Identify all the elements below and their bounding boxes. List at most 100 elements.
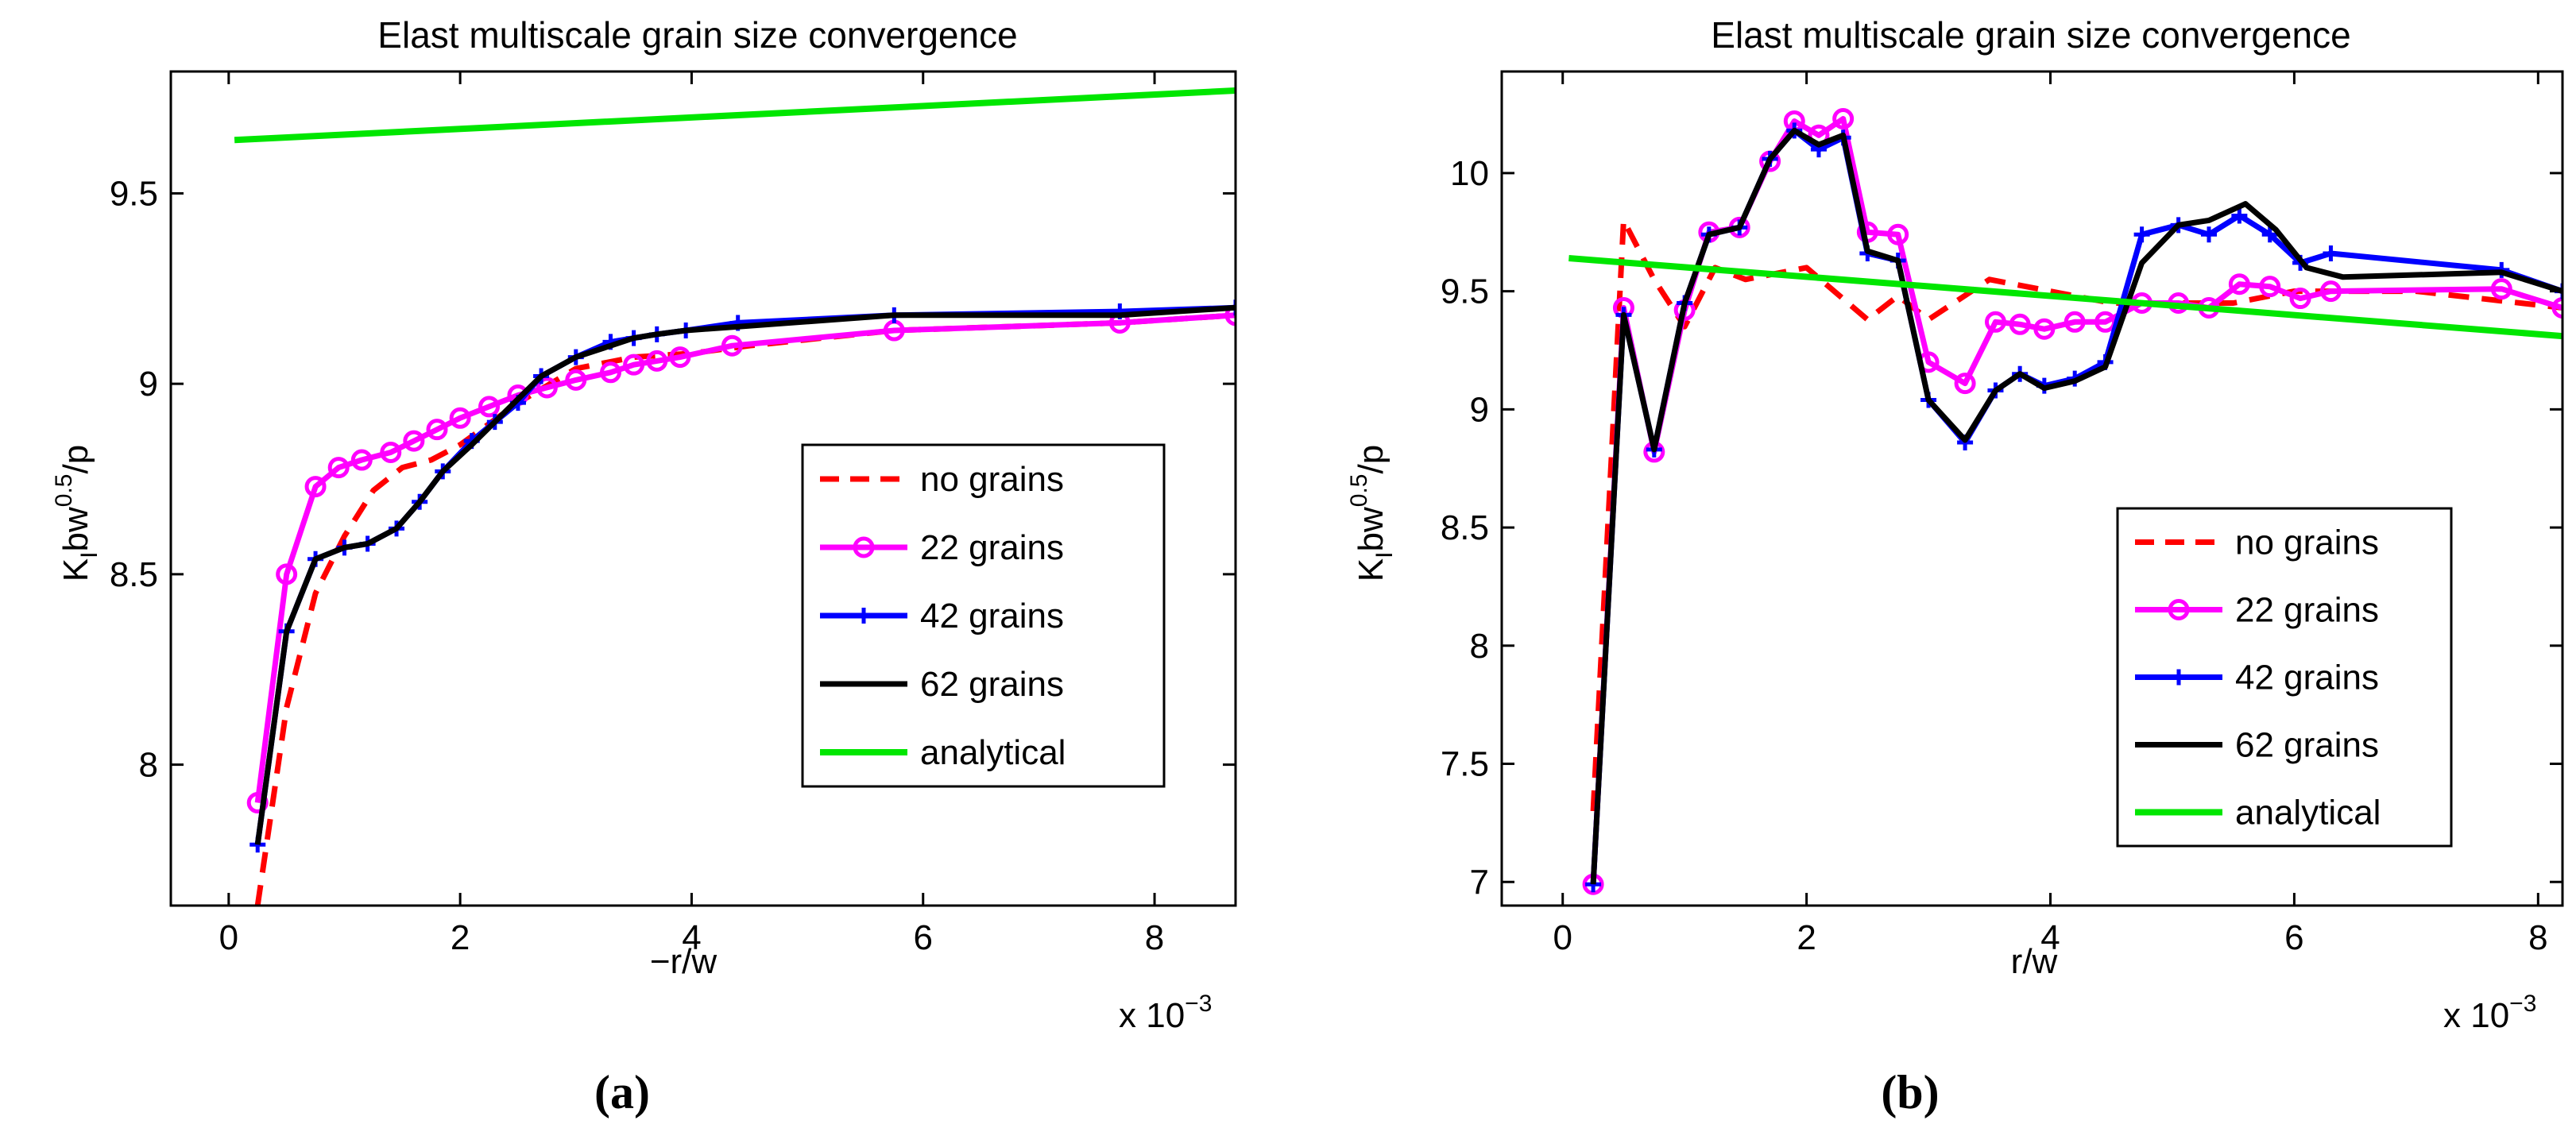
data-point bbox=[2009, 313, 2031, 335]
data-point bbox=[2201, 226, 2217, 243]
data-point bbox=[2171, 669, 2187, 686]
data-point bbox=[1224, 304, 1236, 326]
chart-panel-b: Elast multiscale grain size convergence … bbox=[1346, 14, 2564, 1118]
legend-label: analytical bbox=[920, 733, 1066, 772]
x-axis-multiplier-exponent: −3 bbox=[1185, 991, 1212, 1017]
data-point bbox=[853, 536, 875, 558]
y-tick-label: 9.5 bbox=[110, 174, 158, 213]
data-point bbox=[2490, 278, 2512, 300]
axes-frame bbox=[169, 70, 1237, 907]
panel-caption: (a) bbox=[594, 1066, 650, 1118]
series-line bbox=[254, 304, 1236, 845]
data-point bbox=[2323, 245, 2339, 262]
x-tick-label: 2 bbox=[451, 918, 470, 957]
x-axis-label: −r/w bbox=[650, 942, 717, 981]
data-point bbox=[304, 476, 327, 498]
x-tick-label: 2 bbox=[1797, 918, 1816, 957]
data-point bbox=[721, 334, 743, 357]
data-point bbox=[276, 563, 298, 585]
data-point bbox=[623, 353, 645, 376]
data-point bbox=[2064, 311, 2086, 333]
y-tick-label: 7.5 bbox=[1441, 745, 1489, 784]
data-point bbox=[536, 377, 558, 399]
data-point bbox=[2228, 273, 2250, 296]
data-point bbox=[478, 396, 501, 418]
x-axis-multiplier-base: x 10 bbox=[2443, 996, 2509, 1035]
legend-label: 42 grains bbox=[920, 597, 1064, 635]
data-point bbox=[2259, 276, 2281, 298]
series-layer bbox=[1568, 107, 2562, 895]
x-tick-label: 8 bbox=[1145, 918, 1164, 957]
chart-title: Elast multiscale grain size convergence bbox=[1711, 14, 2350, 56]
x-tick-label: 0 bbox=[1553, 918, 1572, 957]
legend-label: no grains bbox=[2235, 523, 2379, 562]
x-axis-multiplier: x 10−3 bbox=[2443, 991, 2536, 1035]
y-tick-label: 8 bbox=[139, 746, 158, 785]
data-point bbox=[2133, 226, 2150, 243]
series-layer bbox=[234, 87, 1236, 906]
data-point bbox=[327, 457, 350, 479]
plot-area: 0 2 4 6 8 8 8.5 9 9.5 no grains 22 grains 42 grains… bbox=[110, 70, 1237, 957]
x-axis-multiplier-exponent: −3 bbox=[2509, 991, 2536, 1017]
data-point bbox=[2261, 226, 2278, 243]
legend-label: no grains bbox=[920, 460, 1064, 499]
y-tick-label: 9 bbox=[139, 365, 158, 404]
legend-label: 62 grains bbox=[2235, 726, 2379, 765]
axes-frame bbox=[1500, 70, 2564, 907]
data-point bbox=[426, 419, 448, 441]
y-tick-label: 10 bbox=[1450, 154, 1489, 193]
plot-area: 0 2 4 6 8 7 7.5 8 8.5 9 9.5 10 no grains 22 grains 42 … bbox=[1441, 70, 2564, 957]
data-point bbox=[565, 369, 587, 391]
data-point bbox=[669, 346, 691, 369]
data-point bbox=[2231, 207, 2248, 224]
legend: no grains 22 grains 42 grains 62 grains anal… bbox=[801, 443, 1166, 788]
x-tick-label: 0 bbox=[219, 918, 238, 957]
y-tick-label: 7 bbox=[1470, 863, 1489, 902]
data-point bbox=[246, 792, 269, 814]
series-line bbox=[1568, 255, 2562, 340]
series-line bbox=[234, 87, 1236, 144]
x-tick-label: 6 bbox=[913, 918, 932, 957]
legend-label: 22 grains bbox=[2235, 591, 2379, 630]
data-point bbox=[380, 441, 402, 463]
chart-title: Elast multiscale grain size convergence bbox=[377, 14, 1017, 56]
y-tick-label: 9 bbox=[1470, 390, 1489, 429]
panel-caption: (b) bbox=[1881, 1066, 1939, 1118]
legend-label: 42 grains bbox=[2235, 659, 2379, 697]
x-axis-multiplier-base: x 10 bbox=[1119, 996, 1185, 1035]
y-tick-label: 9.5 bbox=[1441, 272, 1489, 311]
chart-panel-a: Elast multiscale grain size convergence … bbox=[51, 14, 1237, 1118]
data-point bbox=[403, 430, 425, 452]
y-axis-label: KIbw0.5/p bbox=[1346, 445, 1398, 581]
x-tick-label: 4 bbox=[2040, 918, 2060, 957]
data-point bbox=[1832, 107, 1855, 129]
data-point bbox=[2319, 280, 2342, 303]
y-axis-label: KIbw0.5/p bbox=[51, 445, 102, 581]
data-point bbox=[2551, 296, 2562, 319]
y-tick-label: 8 bbox=[1470, 627, 1489, 666]
legend-label: 62 grains bbox=[920, 665, 1064, 704]
data-point bbox=[856, 608, 872, 624]
y-tick-label: 8.5 bbox=[1441, 508, 1489, 547]
data-point bbox=[449, 407, 471, 429]
data-point bbox=[599, 361, 621, 384]
data-point bbox=[2033, 318, 2056, 340]
data-point bbox=[2289, 288, 2311, 310]
series-line bbox=[1590, 127, 2562, 885]
data-point bbox=[1887, 223, 1909, 245]
data-point bbox=[350, 449, 373, 471]
x-tick-label: 6 bbox=[2284, 918, 2303, 957]
x-axis-multiplier: x 10−3 bbox=[1119, 991, 1212, 1035]
x-tick-label: 4 bbox=[682, 918, 701, 957]
legend-label: 22 grains bbox=[920, 528, 1064, 567]
y-tick-label: 8.5 bbox=[110, 555, 158, 594]
legend: no grains 22 grains 42 grains 62 grains anal… bbox=[2116, 507, 2453, 848]
data-point bbox=[1954, 373, 1976, 395]
x-tick-label: 8 bbox=[2528, 918, 2547, 957]
x-axis-label: r/w bbox=[2011, 942, 2058, 981]
legend-label: analytical bbox=[2235, 794, 2381, 832]
data-point bbox=[2168, 599, 2190, 620]
data-point bbox=[646, 350, 668, 372]
data-point bbox=[1984, 311, 2006, 333]
